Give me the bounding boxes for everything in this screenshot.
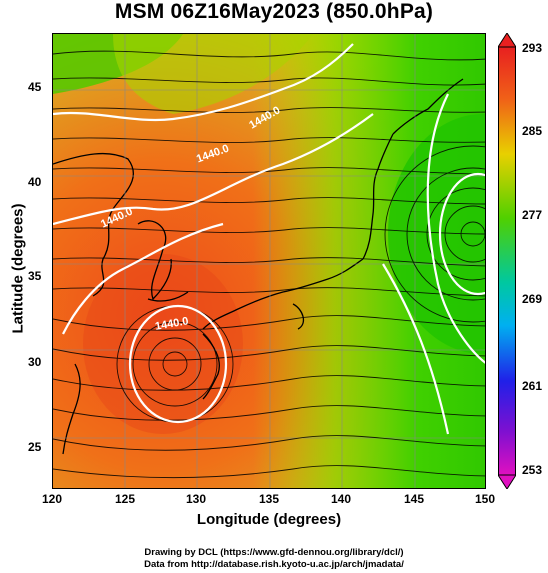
temperature-wind-map: [53, 34, 485, 488]
colorbar-scale: [498, 46, 516, 476]
wind-streamlines: [53, 50, 485, 479]
x-axis-label: Longitude (degrees): [196, 511, 342, 528]
y-tick-label: 25: [28, 440, 42, 454]
x-tick-label: 145: [404, 492, 425, 506]
colorbar-tick-label: 253: [522, 463, 543, 477]
colorbar: [498, 33, 516, 489]
x-tick-label: 135: [259, 492, 280, 506]
x-tick-label: 120: [42, 492, 63, 506]
colorbar-top-arrow: [498, 33, 516, 48]
coastlines: [53, 78, 464, 455]
y-tick-label: 40: [28, 175, 42, 189]
height-contours: [53, 43, 485, 435]
lat-lon-grid: [53, 34, 485, 488]
colorbar-tick-label: 277: [522, 208, 543, 222]
colorbar-bottom-arrow: [498, 474, 516, 489]
y-tick-label: 35: [28, 269, 42, 283]
x-tick-label: 125: [115, 492, 136, 506]
map-title: MSM 06Z16May2023 (850.0hPa): [114, 0, 434, 23]
colorbar-tick-label: 285: [522, 124, 543, 138]
x-tick-label: 130: [186, 492, 207, 506]
y-tick-label: 45: [28, 80, 42, 94]
x-tick-label: 140: [331, 492, 352, 506]
colorbar-tick-label: 261: [522, 379, 543, 393]
map-plot-area: [52, 33, 486, 489]
y-tick-label: 30: [28, 355, 42, 369]
y-axis-label: Latitude (degrees): [9, 203, 27, 334]
colorbar-tick-label: 293: [522, 41, 543, 55]
credit-drawing: Drawing by DCL (https://www.gfd-dennou.o…: [144, 547, 404, 558]
colorbar-tick-label: 269: [522, 292, 543, 306]
x-tick-label: 150: [475, 492, 496, 506]
credit-data: Data from http://database.rish.kyoto-u.a…: [144, 559, 404, 570]
